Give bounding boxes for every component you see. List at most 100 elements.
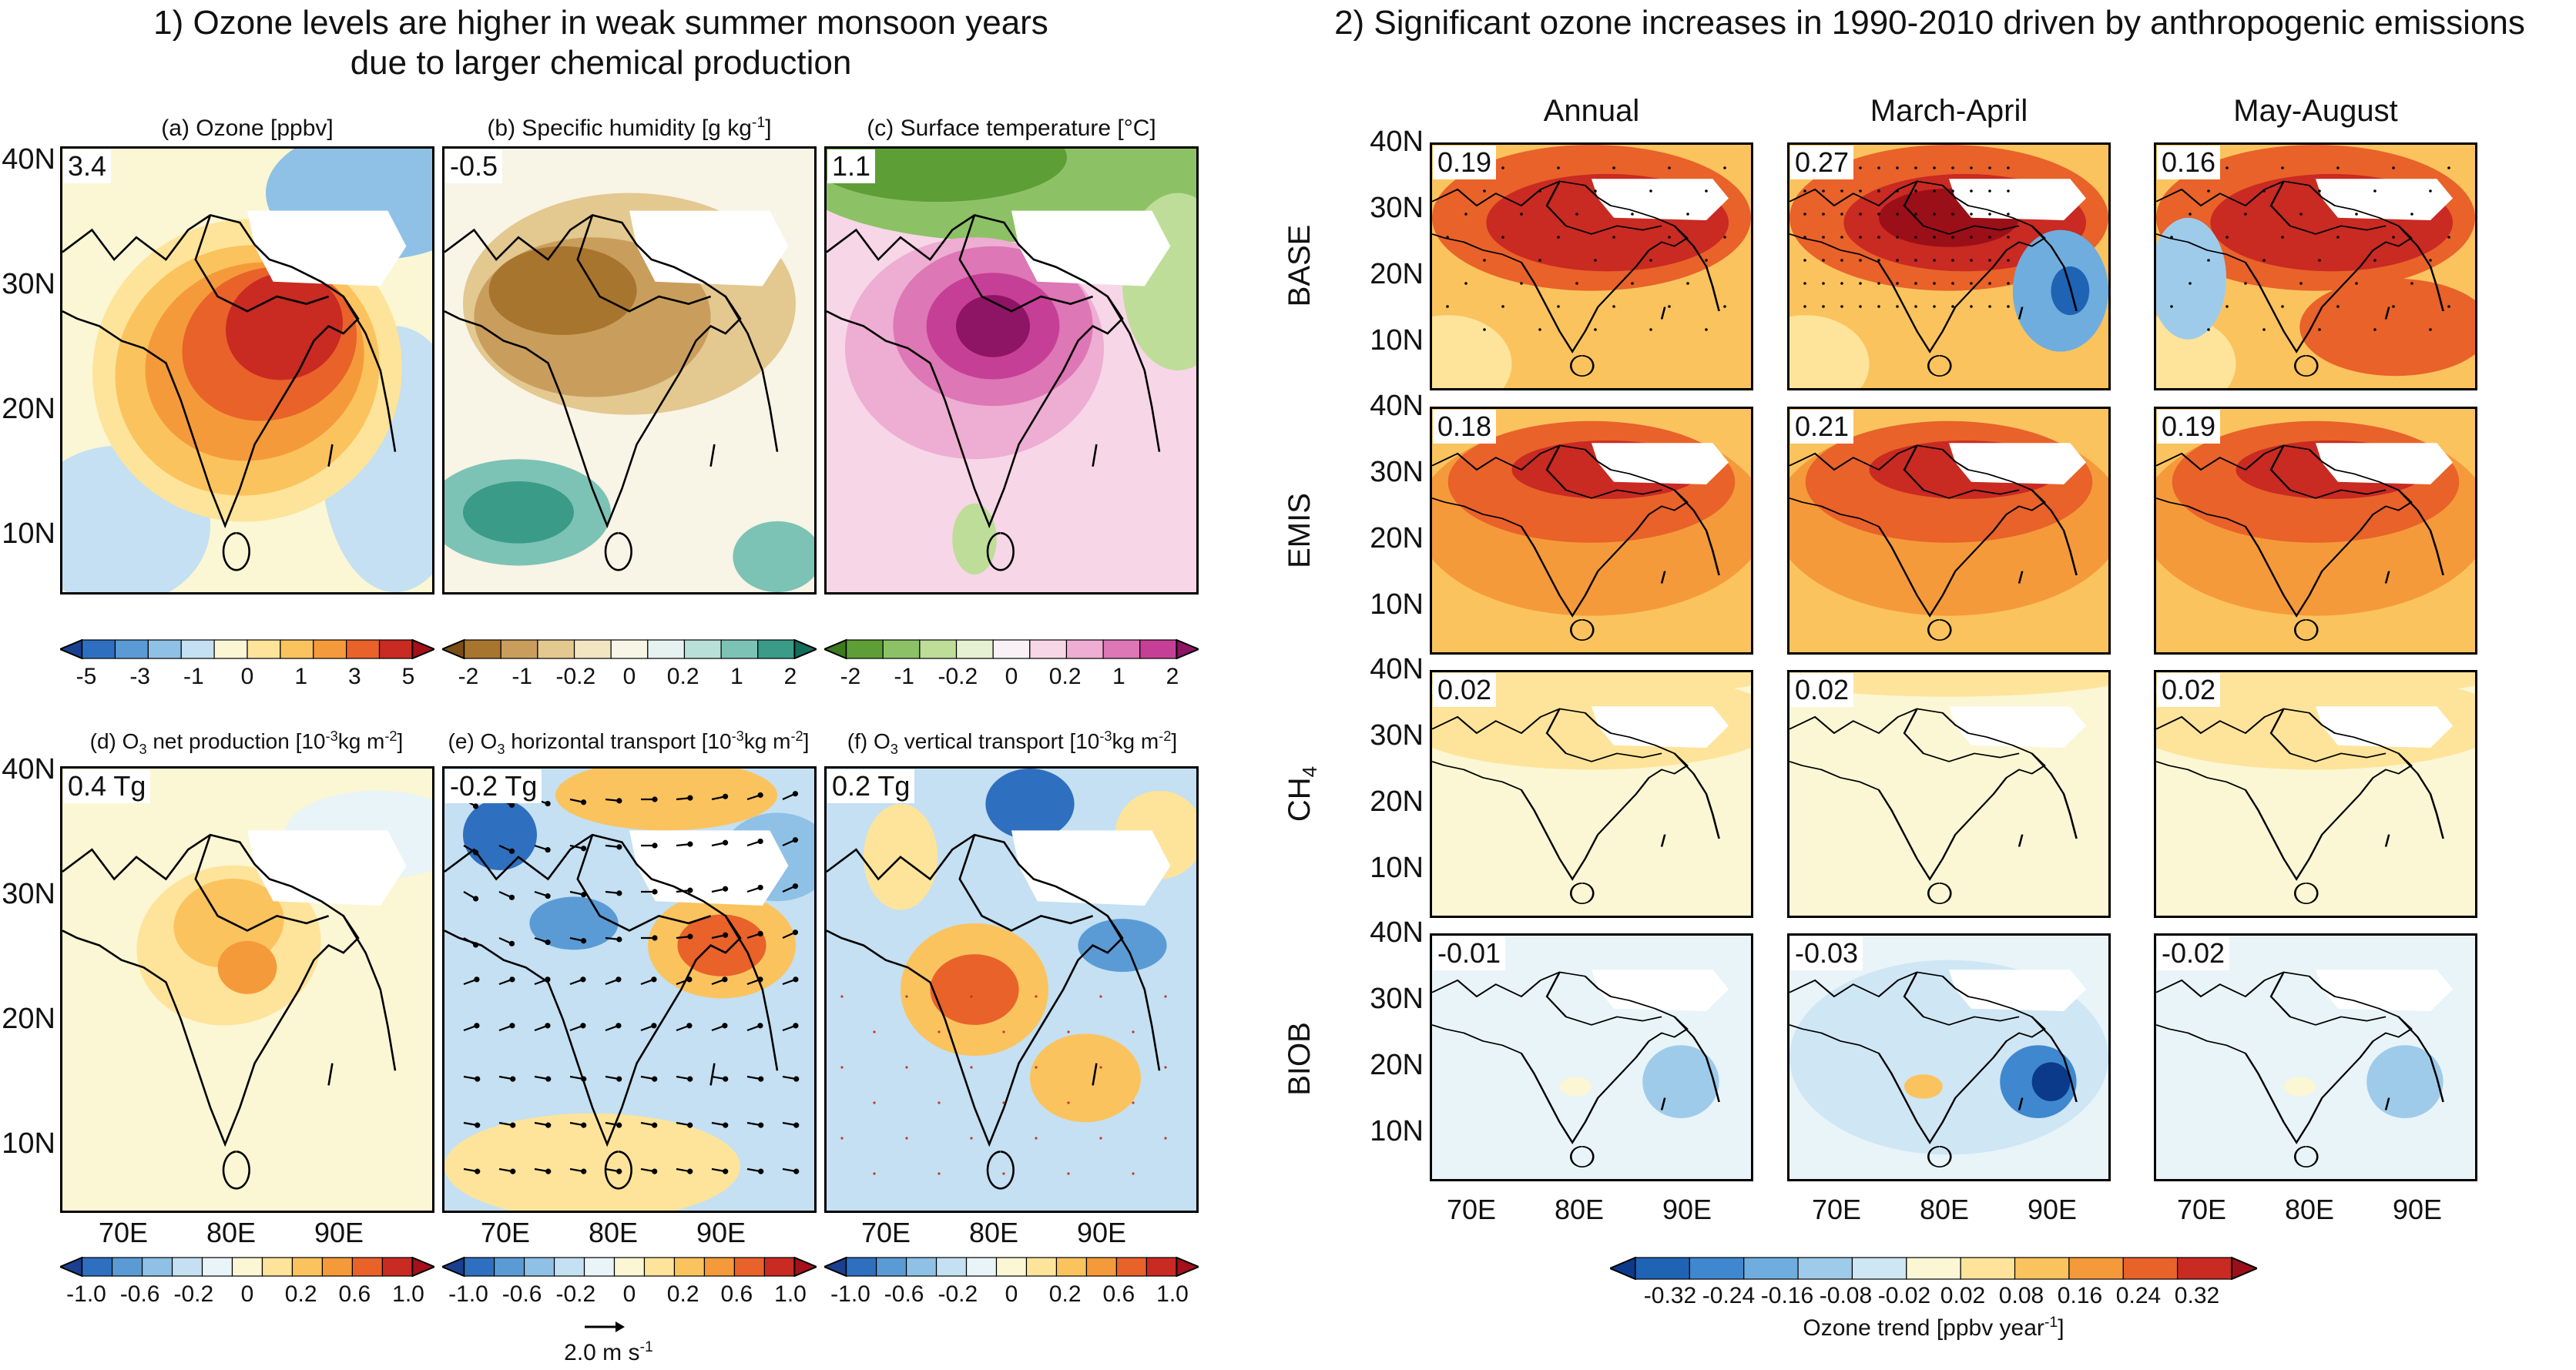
colorbar-vertical-transport-ticks: -1.0 -0.6 -0.2 0 0.2 0.6 1.0	[824, 1281, 1199, 1309]
colorbar-tick-label: 5	[401, 664, 415, 689]
map-panel-humidity	[442, 146, 817, 595]
colorbar-tick-label: 0.02	[1940, 1283, 1986, 1308]
trend-map-panel	[1787, 142, 2111, 390]
trend-value: 0.16	[2157, 146, 2221, 179]
lat-label: 20N	[1370, 1049, 1424, 1081]
lat-label: 40N	[1370, 390, 1424, 422]
row-label: EMIS	[1283, 493, 1317, 568]
lon-label: 70E	[860, 1217, 911, 1248]
colorbar-ozone-ticks: -5 -3 -1 0 1 3 5	[60, 664, 434, 692]
colorbar-tick-label: -1.0	[66, 1281, 106, 1307]
lat-label: 40N	[2, 143, 55, 176]
colorbar-tick-label: 0.08	[1998, 1283, 2044, 1308]
lon-label: 70E	[1446, 1194, 1497, 1225]
lat-label: 30N	[2, 878, 55, 910]
colorbar-tick-label: 0.2	[284, 1281, 317, 1307]
panel-value: -0.2 Tg	[445, 769, 542, 803]
colorbar-svg	[1608, 1256, 2259, 1281]
colorbar-tick-label: 0.2	[1048, 1281, 1082, 1307]
trend-map-panel	[2154, 670, 2477, 918]
trend-map-panel	[1787, 407, 2111, 655]
left-heading-line1: 1) Ozone levels are higher in weak summe…	[153, 4, 1048, 42]
colorbar-tick-label: 2	[1166, 664, 1179, 689]
vector-key-label: 2.0 m s-1	[564, 1338, 653, 1365]
lat-label: 30N	[1370, 192, 1424, 224]
colorbar-tick-label: 0	[1005, 664, 1018, 689]
colorbar-tick-label: -0.2	[555, 664, 596, 689]
column-title: March-April	[1870, 94, 2028, 128]
lon-label: 70E	[480, 1217, 531, 1248]
trend-value: 0.02	[2157, 673, 2221, 707]
panel-value: 0.4 Tg	[63, 769, 151, 803]
map-panel-temperature	[824, 146, 1199, 595]
colorbar-net-production	[58, 1256, 437, 1278]
colorbar-humidity	[440, 638, 819, 660]
colorbar-tick-label: 0	[1005, 1281, 1018, 1307]
colorbar-svg	[58, 638, 437, 660]
colorbar-tick-label: 0.6	[720, 1281, 753, 1307]
trend-value: -0.03	[1790, 936, 1863, 970]
colorbar-tick-label: 3	[347, 664, 361, 689]
lat-label: 20N	[1370, 522, 1424, 554]
lat-label: 10N	[1370, 1115, 1424, 1147]
panel-b-title: (b) Specific humidity [g kg-1]	[487, 114, 772, 141]
colorbar-tick-label: -0.2	[937, 1281, 978, 1307]
trend-map-panel	[2154, 933, 2477, 1181]
lat-label: 10N	[1370, 852, 1424, 884]
lat-label: 30N	[2, 268, 55, 300]
colorbar-tick-label: -1	[512, 664, 532, 689]
colorbar-svg	[822, 1256, 1201, 1278]
colorbar-tick-label: -1	[183, 664, 204, 689]
lat-label: 40N	[1370, 916, 1424, 949]
colorbar-svg	[58, 1256, 437, 1278]
panel-c-title: (c) Surface temperature [°C]	[867, 116, 1156, 141]
map-panel-vertical-transport	[824, 766, 1199, 1213]
lat-label: 10N	[2, 1127, 55, 1160]
lat-label: 20N	[1370, 258, 1424, 290]
colorbar-tick-label: -0.6	[884, 1281, 924, 1307]
column-title: May-August	[2233, 94, 2398, 128]
left-heading-line2: due to larger chemical production	[350, 44, 852, 82]
colorbar-horizontal-transport-ticks: -1.0 -0.6 -0.2 0 0.2 0.6 1.0	[442, 1281, 817, 1309]
colorbar-tick-label: -0.6	[119, 1281, 160, 1307]
map-panel-ozone	[60, 146, 434, 595]
trend-map-panel	[2154, 407, 2477, 655]
lat-label: 20N	[2, 1003, 55, 1035]
colorbar-tick-label: -1.0	[448, 1281, 488, 1307]
lat-label: 30N	[1370, 456, 1424, 488]
row-label: CH4	[1283, 765, 1321, 822]
colorbar-tick-label: -0.2	[937, 664, 978, 689]
colorbar-tick-label: 0.32	[2174, 1283, 2220, 1308]
lat-label: 30N	[1370, 719, 1424, 752]
row-label: BIOB	[1283, 1022, 1317, 1096]
trend-map-panel	[1430, 142, 1753, 390]
lon-label: 70E	[2176, 1194, 2227, 1225]
colorbar-tick-label: -0.08	[1819, 1283, 1873, 1308]
lon-label: 70E	[98, 1217, 149, 1248]
lon-label: 90E	[314, 1217, 364, 1248]
lon-label: 90E	[2392, 1194, 2443, 1225]
colorbar-ozone-trend-title: Ozone trend [ppbv year-1]	[1803, 1314, 2064, 1341]
lon-label: 90E	[696, 1217, 746, 1248]
column-title: Annual	[1543, 94, 1640, 128]
colorbar-tick-label: -0.32	[1643, 1283, 1697, 1308]
panel-d-title: (d) O3 net production [10-3kg m-2]	[89, 729, 404, 757]
map-panel-net-production	[60, 766, 434, 1213]
colorbar-svg	[440, 1256, 819, 1278]
colorbar-ozone-trend-ticks: -0.32 -0.24 -0.16 -0.08 -0.02 0.02 0.08 0.16 0.2…	[1610, 1283, 2257, 1311]
panel-a-title: (a) Ozone [ppbv]	[161, 116, 334, 141]
colorbar-tick-label: -5	[75, 664, 97, 689]
lon-label: 80E	[588, 1217, 639, 1248]
lon-label: 80E	[206, 1217, 257, 1248]
trend-map-panel	[1430, 933, 1753, 1181]
lat-label: 20N	[2, 393, 55, 425]
lat-label: 20N	[1370, 785, 1424, 818]
vector-key-arrow-icon	[585, 1321, 625, 1332]
trend-value: 0.02	[1433, 673, 1497, 707]
lon-label: 80E	[2284, 1194, 2335, 1225]
colorbar-tick-label: 0.24	[2115, 1283, 2162, 1308]
trend-value: 0.21	[1790, 410, 1854, 444]
trend-value: 0.02	[1790, 673, 1854, 707]
trend-map-panel	[1430, 407, 1753, 655]
colorbar-tick-label: -3	[129, 664, 150, 689]
